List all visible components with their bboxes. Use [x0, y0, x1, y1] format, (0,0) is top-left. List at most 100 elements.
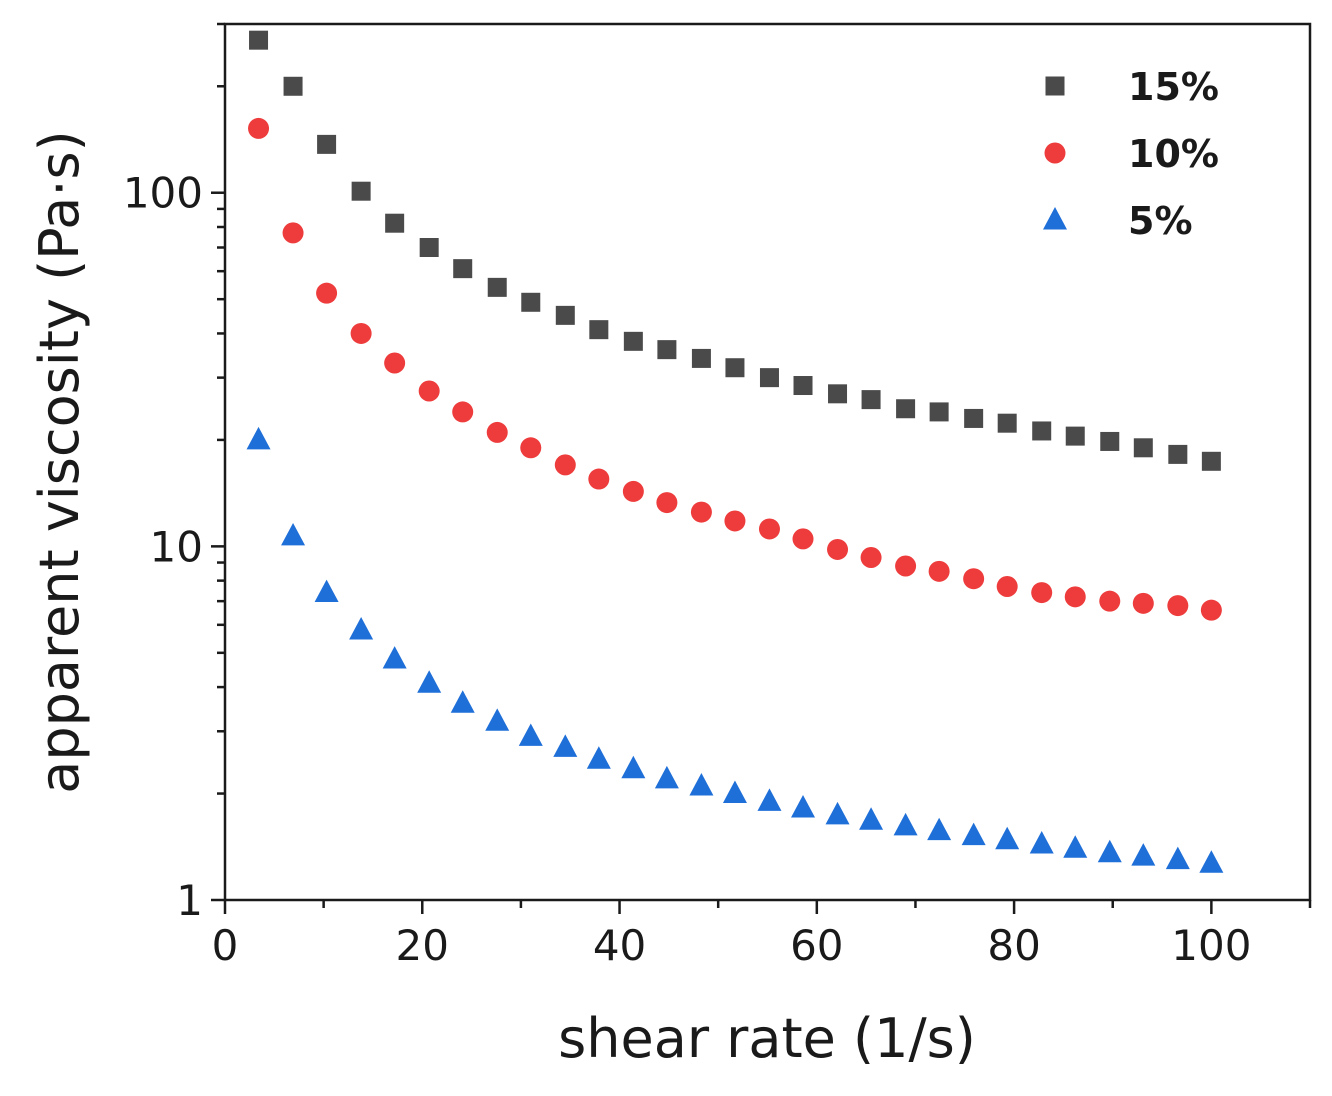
data-point	[350, 322, 372, 344]
series-15pct	[249, 30, 1221, 471]
series-5pct	[246, 426, 1224, 873]
data-point	[725, 358, 745, 378]
data-point	[1201, 451, 1221, 471]
data-point	[487, 277, 507, 297]
data-point	[385, 213, 405, 233]
data-point	[246, 426, 271, 450]
data-point	[825, 801, 850, 825]
x-tick-label: 20	[396, 921, 449, 970]
series-10pct	[248, 117, 1222, 621]
data-point	[1063, 835, 1088, 858]
data-point	[248, 117, 270, 139]
legend: 15% 10% 5%	[1043, 65, 1219, 243]
data-series	[246, 30, 1224, 873]
data-point	[1100, 431, 1120, 451]
legend-item: 5%	[1043, 199, 1193, 243]
plot-frame	[223, 22, 1312, 902]
data-point	[893, 812, 918, 836]
y-axis-tick-labels: 1 10 100	[123, 169, 203, 925]
data-point	[1065, 426, 1085, 446]
data-point	[586, 746, 611, 769]
data-point	[249, 30, 269, 50]
data-point	[722, 780, 747, 803]
legend-label: 10%	[1128, 132, 1219, 176]
legend-label: 5%	[1128, 199, 1193, 243]
data-point	[520, 437, 542, 459]
data-point	[1200, 599, 1222, 621]
data-point	[656, 492, 678, 514]
data-point	[314, 579, 339, 603]
data-point	[452, 401, 474, 423]
data-point	[1165, 846, 1190, 870]
data-point	[317, 134, 337, 154]
data-point	[418, 380, 440, 402]
data-point	[657, 340, 677, 360]
data-point	[793, 376, 813, 396]
data-point	[1097, 839, 1122, 863]
data-point	[792, 528, 814, 550]
data-point	[929, 402, 949, 422]
data-point	[690, 501, 712, 523]
data-point	[964, 408, 984, 428]
data-point	[453, 259, 473, 279]
legend-item: 15%	[1045, 65, 1219, 109]
data-point	[757, 788, 782, 811]
data-point	[553, 734, 578, 757]
data-point	[521, 292, 541, 312]
x-axis-ticks	[223, 900, 1312, 914]
data-point	[349, 617, 374, 640]
data-point	[996, 576, 1018, 598]
x-tick-label: 40	[593, 921, 646, 970]
legend-item: 10%	[1044, 132, 1219, 176]
data-point	[896, 399, 916, 419]
y-axis-ticks	[211, 22, 225, 902]
data-point	[518, 723, 543, 746]
data-point	[419, 238, 439, 258]
data-point	[758, 518, 780, 540]
data-point	[282, 222, 304, 244]
x-axis-title: shear rate (1/s)	[558, 1007, 976, 1070]
data-point	[622, 480, 644, 502]
data-point	[281, 522, 306, 546]
data-point	[1131, 843, 1156, 866]
legend-marker	[1044, 142, 1066, 164]
data-point	[860, 547, 882, 569]
x-axis-tick-labels: 0 20 40 60 80 100	[212, 921, 1252, 970]
data-point	[1064, 586, 1086, 608]
data-point	[927, 817, 952, 841]
data-point	[689, 773, 714, 796]
data-point	[997, 413, 1017, 433]
data-point	[1029, 830, 1054, 854]
data-point	[555, 305, 575, 325]
data-point	[724, 510, 746, 532]
data-point	[384, 352, 406, 374]
x-tick-label: 80	[987, 921, 1040, 970]
data-point	[963, 568, 985, 590]
data-point	[450, 690, 475, 713]
data-point	[351, 181, 371, 201]
data-point	[861, 390, 881, 410]
data-point	[691, 348, 711, 368]
data-point	[1031, 582, 1053, 604]
data-point	[485, 708, 510, 731]
data-point	[1168, 444, 1188, 464]
data-point	[589, 320, 609, 340]
data-point	[283, 76, 303, 96]
legend-marker	[1043, 206, 1067, 230]
data-point	[1099, 590, 1121, 612]
data-point	[827, 538, 849, 560]
data-point	[382, 646, 407, 669]
y-tick-label: 1	[176, 876, 203, 925]
data-point	[961, 822, 986, 846]
data-point	[316, 282, 338, 304]
y-tick-label: 10	[150, 522, 203, 571]
data-point	[554, 454, 576, 476]
data-point	[621, 755, 646, 779]
data-point	[791, 795, 816, 818]
data-point	[654, 765, 679, 789]
data-point	[759, 368, 779, 388]
data-point	[623, 331, 643, 351]
data-point	[1133, 438, 1153, 458]
data-point	[859, 807, 884, 830]
